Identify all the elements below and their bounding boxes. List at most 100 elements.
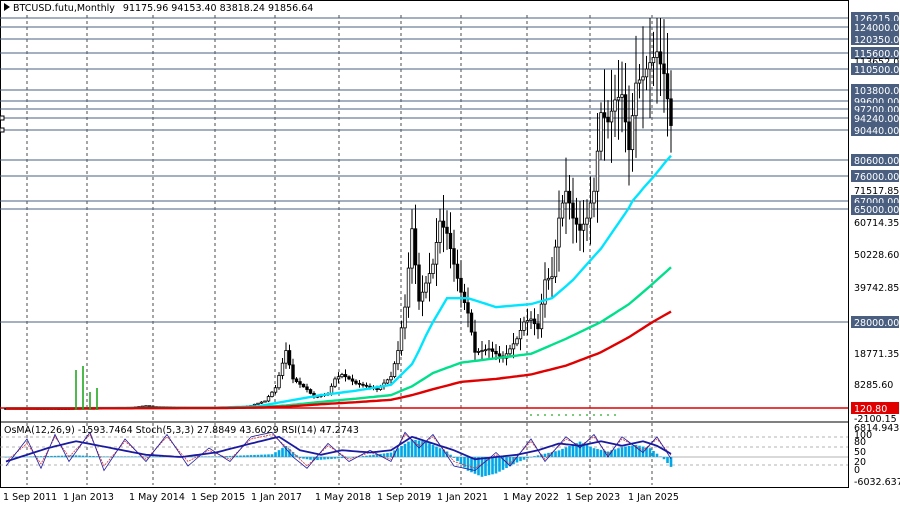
time-tick-label: 1 May 2014 [129,492,185,503]
osma-bar [358,456,361,458]
osc-tick-label: 0 [854,465,860,476]
osma-bar [634,444,638,457]
time-tick-label: 1 May 2018 [315,492,371,503]
price-badge-label: 94240.00 [854,114,899,125]
osma-bar [207,456,211,457]
osma-bar [211,456,214,457]
osc-tick-label: 20 [854,457,866,468]
ema-slow-line [6,310,672,410]
candle-body [508,348,512,355]
candle-body [522,321,526,331]
volume-bar [89,392,91,410]
candle-body [669,98,673,126]
osma-bar [452,457,456,458]
osma-bar [39,456,43,457]
ema-mid-line [6,266,672,410]
oscillator-window [0,431,848,477]
plot-border [0,0,849,488]
volume-bar [593,414,595,416]
candle-body [595,150,600,192]
menu-triangle-icon[interactable] [4,3,10,11]
level-marker [0,115,5,121]
osma-bar [372,454,375,457]
osma-bar [589,446,592,457]
candle-body [389,376,393,381]
candle-body [599,112,603,152]
osma-bar [407,441,410,457]
candle-body [602,112,607,118]
osma-bar [652,450,655,457]
osma-bar [613,449,617,457]
osma-bar [480,457,484,477]
osma-bar [64,455,67,457]
osma-bar [648,448,652,457]
time-tick-label: 1 Sep 2019 [377,492,431,503]
osma-bar [218,456,221,457]
osma-bar [620,447,624,457]
candle-body [280,362,285,376]
osma-bar [375,454,379,457]
candle-body [630,115,635,151]
price-badge-label: 80600.00 [854,156,899,167]
candle-body [266,396,271,402]
rsi-line [5,435,672,463]
osma-bar [8,456,11,458]
candle-body [333,378,337,387]
candle-body [574,217,579,225]
osma-bar [312,457,316,461]
candle-body [147,405,152,408]
osc-tick-label: 100 [854,430,872,441]
osma-bar [585,444,589,457]
price-axis[interactable]: 126215.00124000.00120350.00 115600.001136… [851,12,900,425]
osma-bar [550,452,554,457]
osma-bar [557,450,561,457]
osma-bar [442,449,445,457]
candle-body [609,110,614,123]
time-axis[interactable]: 1 Sep 2011 1 Jan 2013 1 May 2014 1 Sep 2015… [3,492,679,503]
osma-bar [337,457,340,459]
candle-body [354,380,358,384]
candle-body [536,323,540,330]
osma-bar [239,455,242,457]
candle-body [592,190,596,204]
chart-title: BTCUSD.futu,Monthly 91175.96 94153.40 83… [13,3,313,14]
osma-bar [50,455,53,457]
price-badge [851,21,899,33]
osma-bar [151,456,155,457]
osma-bar [29,456,32,457]
osma-bar [232,455,235,457]
candle-body [585,217,589,225]
osma-bar [274,452,277,457]
volume-bar [82,366,84,410]
osma-bar [260,454,263,457]
osc-tick-label: 50 [854,447,866,458]
candle-body [480,350,484,352]
osma-bar [389,452,393,457]
price-badge-label: 124000.00 [854,23,900,34]
time-tick-label: 1 May 2022 [503,492,559,503]
osma-bar [253,454,256,457]
osma-bar [522,457,526,460]
osma-bar [57,455,60,457]
osma-bar [561,448,564,457]
osma-bar [365,455,368,457]
candle-body [392,363,397,377]
osma-bar [512,457,515,465]
candle-body [291,364,295,380]
candle-body [623,94,628,123]
osma-bar [592,448,596,457]
osma-bar [417,440,421,457]
time-tick-label: 1 Jan 2025 [628,492,679,503]
candle-body [613,99,617,112]
candle-body [662,63,666,75]
osma-bar [291,452,295,457]
osma-bar [519,457,522,462]
price-tick-label: 71517.85 [854,186,899,197]
osma-bar [256,454,260,457]
volume-bar [600,414,602,416]
price-badge-label: 28000.00 [854,318,899,329]
candle-body [665,73,670,100]
candle-body [588,202,593,219]
price-badge-label: 99600.00 [854,97,899,108]
osma-bar [421,441,424,457]
